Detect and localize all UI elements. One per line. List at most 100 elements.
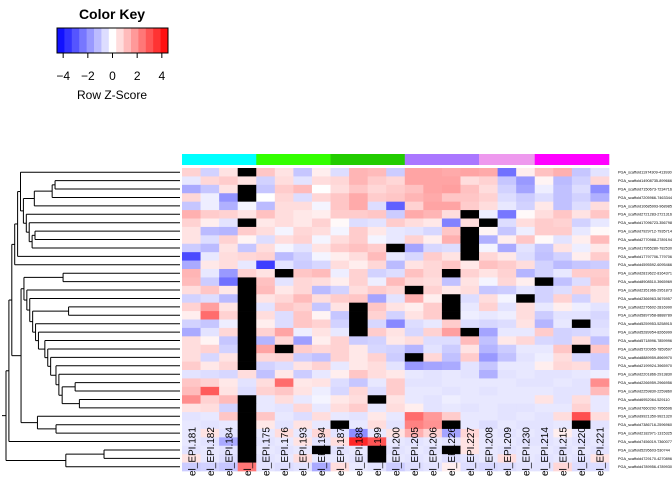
heatmap-cell — [349, 327, 369, 337]
heatmap-cell — [367, 285, 387, 295]
heatmap-cell — [256, 210, 276, 219]
heatmap-cell — [330, 243, 350, 253]
heatmap-cell — [460, 260, 480, 270]
row-label: PGA_scaffold7205966-7463344 — [618, 196, 672, 200]
row-label: PGA_scaffold2819622-8164371 — [618, 272, 672, 276]
heatmap-cell — [219, 252, 239, 261]
heatmap-cell — [460, 420, 480, 430]
row-label: PGA_scaffold7150673-7234716 — [618, 187, 672, 191]
heatmap-cell — [571, 395, 591, 405]
heatmap-cell — [460, 269, 480, 278]
heatmap-cell — [349, 285, 369, 295]
column-group-bar — [479, 154, 536, 165]
heatmap-cell — [293, 420, 313, 430]
heatmap-cell — [460, 168, 480, 177]
heatmap-cell — [553, 184, 573, 194]
heatmap-cell — [460, 437, 480, 447]
heatmap-cell — [182, 336, 201, 346]
heatmap-cell — [571, 462, 591, 472]
heatmap-cell — [460, 319, 480, 329]
heatmap-cell — [367, 193, 387, 203]
heatmap-cell — [497, 260, 517, 270]
heatmap-cell — [553, 210, 573, 219]
heatmap-cell — [460, 226, 480, 236]
heatmap-cell — [219, 420, 239, 430]
heatmap-cell — [311, 210, 331, 219]
heatmap-cell — [404, 252, 424, 261]
heatmap-cell — [460, 344, 480, 354]
heatmap-cell — [386, 235, 406, 245]
heatmap-cell — [386, 412, 406, 421]
heatmap-cell — [256, 403, 276, 413]
heatmap-cell — [182, 462, 201, 472]
heatmap-cell — [423, 319, 443, 329]
column-label: el_EPI.199 — [373, 427, 384, 476]
heatmap-cell — [460, 445, 480, 455]
heatmap-cell — [386, 218, 406, 228]
heatmap-cell — [441, 428, 461, 438]
heatmap-cell — [200, 437, 220, 447]
color-key-swatch — [108, 28, 117, 53]
heatmap-cell — [200, 395, 220, 405]
heatmap-cell — [182, 370, 201, 379]
heatmap-cell — [553, 437, 573, 447]
heatmap-cell — [571, 193, 591, 203]
heatmap-cell — [516, 420, 536, 430]
heatmap-cell — [571, 437, 591, 447]
row-label: PGA_scaffold17096723-356798 — [618, 221, 672, 225]
heatmap-cell — [497, 412, 517, 421]
heatmap-cell — [293, 243, 313, 253]
heatmap-cell — [293, 184, 313, 194]
color-key-swatch — [145, 28, 154, 53]
heatmap-cell — [367, 386, 387, 396]
heatmap-cell — [516, 311, 536, 320]
heatmap-cell — [219, 445, 239, 455]
heatmap-cell — [497, 311, 517, 320]
heatmap-cell — [497, 344, 517, 354]
color-key-swatch — [57, 28, 65, 53]
heatmap-cell — [441, 302, 461, 312]
heatmap-cell — [553, 218, 573, 228]
heatmap-cell — [534, 386, 554, 396]
heatmap-cell — [590, 420, 610, 430]
color-key-swatch — [160, 28, 169, 53]
heatmap-cell — [460, 176, 480, 186]
heatmap-cell — [311, 370, 331, 379]
heatmap-cell — [311, 395, 331, 405]
heatmap-cell — [590, 428, 610, 438]
column-label: el_EPI.227 — [466, 427, 477, 476]
heatmap-cell — [367, 344, 387, 354]
heatmap-cell — [423, 193, 443, 203]
heatmap-cell — [441, 226, 461, 236]
heatmap-cell — [516, 243, 536, 253]
heatmap-cell — [571, 285, 591, 295]
row-label: PGA_scaffold11974309-413930 — [618, 171, 672, 175]
heatmap-cell — [219, 184, 239, 194]
heatmap-cell — [386, 260, 406, 270]
heatmap-cell — [293, 260, 313, 270]
heatmap-cell — [423, 437, 443, 447]
heatmap-cell — [497, 243, 517, 253]
column-label: el_EPI.215 — [559, 427, 570, 476]
heatmap-cell — [460, 428, 480, 438]
heatmap-cell — [182, 193, 201, 203]
heatmap-cell — [200, 462, 220, 472]
heatmap-cell — [367, 168, 387, 177]
heatmap-cell — [590, 252, 610, 261]
heatmap-cell — [293, 378, 313, 388]
heatmap-cell — [237, 277, 257, 287]
heatmap-cell — [497, 462, 517, 472]
heatmap-cell — [590, 235, 610, 245]
heatmap-cell — [423, 226, 443, 236]
heatmap-cell — [330, 454, 350, 463]
heatmap-cell — [274, 370, 294, 379]
heatmap-cell — [200, 378, 220, 388]
heatmap-cell — [349, 210, 369, 219]
heatmap-cell — [182, 454, 201, 463]
heatmap-cell — [237, 319, 257, 329]
heatmap-cell — [404, 454, 424, 463]
heatmap-cell — [571, 302, 591, 312]
heatmap-cell — [553, 378, 573, 388]
heatmap-cell — [256, 193, 276, 203]
heatmap-cell — [349, 353, 369, 362]
